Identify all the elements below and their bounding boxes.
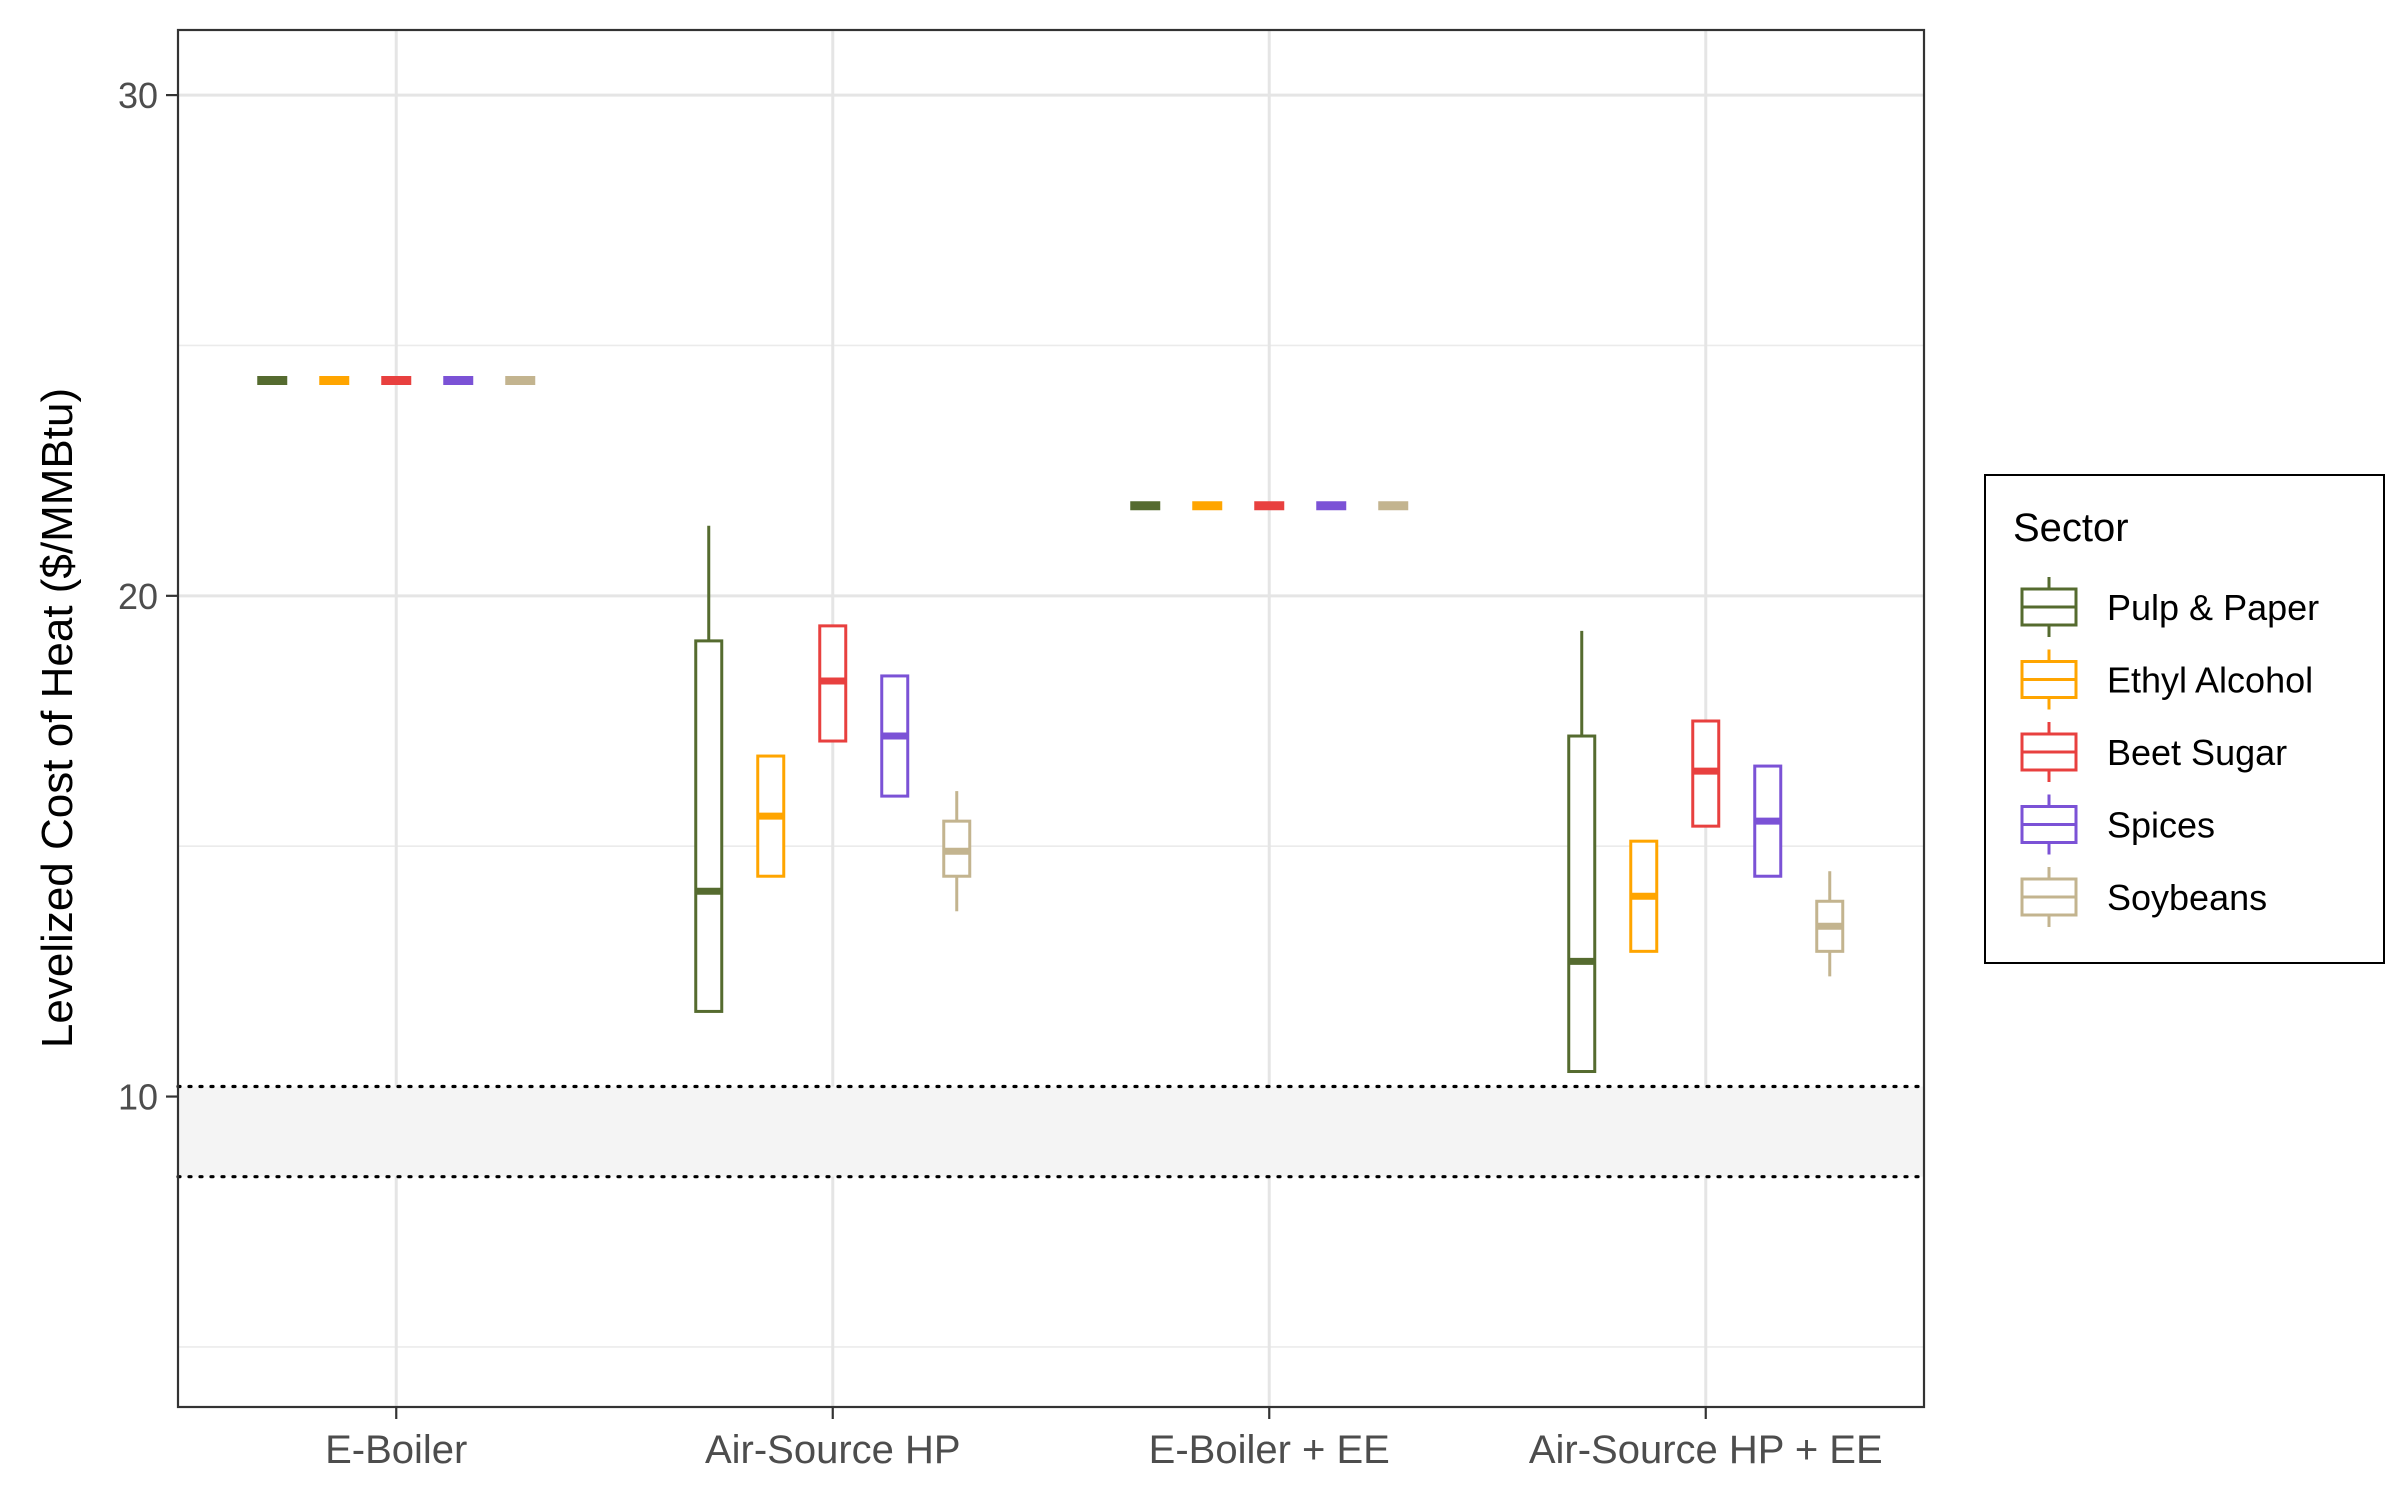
- y-axis-title: Levelized Cost of Heat ($/MMBtu): [33, 388, 82, 1048]
- reference-band: [178, 1086, 1924, 1177]
- legend-entries: Pulp & Paper Ethyl Alcohol Beet Sugar Spice…: [2020, 577, 2319, 927]
- reference-band-layer: [176, 1084, 1926, 1179]
- box-pulp-paper-3: [1567, 630, 1597, 1074]
- box-spices-3: [1753, 764, 1783, 878]
- box-body: [1567, 734, 1597, 1074]
- x-tick-label: E-Boiler + EE: [1149, 1428, 1390, 1472]
- x-tick-label: E-Boiler: [325, 1428, 467, 1472]
- grid-layer: [178, 30, 1924, 1407]
- axis-layer: 10 20 30 E-Boiler Air-Source HP E-Boiler + EE…: [118, 75, 1883, 1472]
- box-layer: [257, 376, 1845, 1074]
- legend-entry: Ethyl Alcohol: [2020, 649, 2313, 710]
- legend-entry: Beet Sugar: [2020, 722, 2287, 782]
- legend-label: Soybeans: [2107, 877, 2267, 918]
- box-ethyl-alcohol-1: [756, 754, 786, 878]
- box-beet-sugar-1: [818, 624, 848, 743]
- legend-label: Spices: [2107, 805, 2215, 846]
- y-tick-label: 30: [118, 75, 158, 116]
- legend: Sector Pulp & Paper Ethyl Alcohol Beet Sug…: [1984, 474, 2385, 964]
- legend-label: Beet Sugar: [2107, 732, 2287, 773]
- legend-entry: Spices: [2020, 794, 2215, 855]
- box-soybeans-1: [942, 791, 972, 912]
- box-ethyl-alcohol-3: [1629, 839, 1659, 953]
- y-tick-label: 10: [118, 1077, 158, 1118]
- legend-label: Pulp & Paper: [2107, 587, 2319, 628]
- legend-entry: Pulp & Paper: [2020, 577, 2319, 637]
- plot-panel-border: [176, 28, 1926, 1409]
- box-soybeans-3: [1815, 871, 1845, 977]
- box-pulp-paper-1: [694, 525, 724, 1013]
- box-beet-sugar-3: [1691, 719, 1721, 828]
- legend-entry: Soybeans: [2020, 867, 2267, 927]
- y-tick-label: 20: [118, 576, 158, 617]
- x-tick-label: Air-Source HP: [705, 1428, 961, 1472]
- x-tick-label: Air-Source HP + EE: [1529, 1428, 1883, 1472]
- legend-label: Ethyl Alcohol: [2107, 660, 2313, 701]
- box-body: [694, 639, 724, 1013]
- legend-title: Sector: [2013, 506, 2129, 550]
- box-spices-1: [880, 674, 910, 798]
- plot-background: [178, 30, 1924, 1407]
